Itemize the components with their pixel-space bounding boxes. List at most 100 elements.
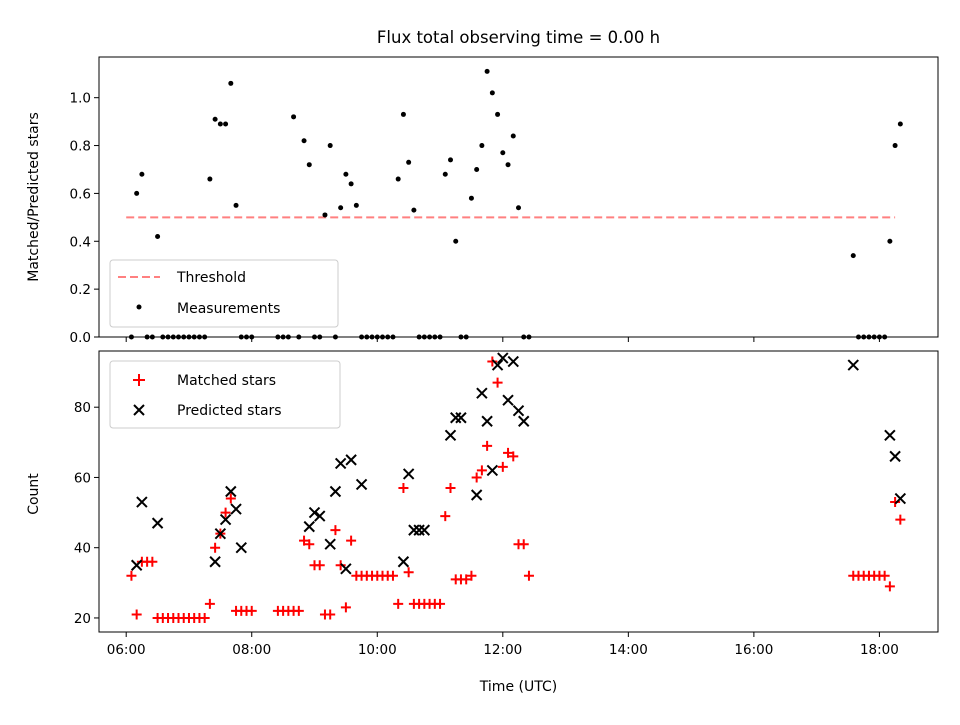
predicted-star-point [497,352,509,364]
legend-matched-swatch [133,374,145,386]
predicted-star-point [334,457,347,470]
matched-star-point [884,581,895,592]
measurement-point [233,202,239,208]
matched-star-point [210,542,221,553]
bottom-plot-area: 20 40 60 80 06:00 08:00 10:00 12:00 14:00 16:00 18… [74,350,939,658]
measurement-point [217,121,223,127]
measurement-point [887,238,893,244]
predicted-star-point [214,527,227,540]
bottom-legend-frame [109,360,341,429]
measurement-point [479,143,485,149]
top-plot-frame [98,56,939,338]
top-y-tick-label: 0.0 [70,330,91,346]
matched-star-point [523,570,534,581]
measurement-point [223,121,229,127]
legend-predicted-swatch [133,404,145,416]
measurement-point [322,212,328,218]
matched-star-point [403,567,414,578]
matched-star-point [398,482,409,493]
top-legend-frame [109,259,339,328]
legend-threshold-label: Threshold [176,270,246,286]
predicted-star-point [130,559,143,571]
x-tick-label: 06:00 [107,642,146,658]
measurement-point [505,162,511,168]
matched-star-point [466,570,477,581]
top-y-tick-label: 0.2 [70,282,91,298]
measurement-point [348,181,354,187]
top-plot-area: 0.0 0.2 0.4 0.6 0.8 1.0 [70,56,939,346]
predicted-star-point [476,387,488,399]
predicted-star-point [444,429,457,442]
measurement-point [850,253,856,259]
matched-star-point [346,535,357,546]
matched-star-point [518,539,529,550]
top-y-tick-label: 1.0 [70,91,91,107]
predicted-star-point [402,468,415,480]
matched-star-point [304,539,315,550]
matched-star-point [508,451,519,462]
predicted-star-point [345,454,357,466]
predicted-star-point [314,510,326,522]
measurement-point [474,166,480,172]
measurement-point [301,138,307,144]
matched-star-point [440,511,451,522]
matched-star-point [487,356,498,367]
measurement-point [343,171,349,177]
matched-star-point [246,605,257,616]
matched-star-point [461,574,472,585]
top-legend: Threshold Measurements [109,259,339,328]
matched-star-point [387,570,398,581]
measurement-point [353,202,359,208]
bottom-legend: Matched stars Predicted stars [109,360,341,429]
legend-measurements-swatch [136,304,142,310]
measurement-point [484,68,490,74]
measurement-point [228,80,234,86]
top-y-tick-label: 0.6 [70,186,91,202]
measurement-point [400,111,406,117]
measurement-point [442,171,448,177]
predicted-star-point [408,524,420,536]
matched-star-point [393,598,404,609]
matched-star-point [147,556,158,567]
predicted-star-point [397,556,410,568]
predicted-star-point [340,563,352,575]
matched-star-point [492,377,503,388]
predicted-star-point [303,520,315,533]
bottom-y-tick-label: 40 [74,541,91,557]
matched-star-point [225,493,236,504]
predicted-star-point [235,541,247,554]
matched-star-point [199,612,210,623]
matched-star-point [293,605,304,616]
measurement-point [306,162,312,168]
x-tick-label: 18:00 [860,642,899,658]
top-y-axis-label: Matched/Predicted stars [26,112,42,282]
measurement-point [448,157,454,163]
legend-predicted-label: Predicted stars [177,403,282,419]
predicted-star-point [413,524,425,536]
predicted-star-point [481,415,493,427]
predicted-star-point [219,513,232,526]
predicted-star-point [136,496,148,508]
x-tick-label: 12:00 [483,642,522,658]
predicted-star-point [518,415,530,427]
matched-star-point [497,461,508,472]
matched-star-point [204,598,215,609]
matched-star-point [335,560,346,571]
predicted-star-point [230,503,242,515]
measurement-point [411,207,417,213]
measurement-point [406,159,412,165]
measurement-point [500,150,506,156]
measurement-point [327,143,333,149]
matched-star-point [435,598,446,609]
measurement-point [395,176,401,182]
predicted-star-point [889,450,901,463]
measurement-point [155,233,161,239]
bottom-y-tick-label: 80 [74,400,91,416]
matched-star-point [126,570,137,581]
predicted-star-point [308,506,321,519]
predicted-star-point [151,517,164,529]
legend-matched-label: Matched stars [177,373,276,389]
bottom-y-tick-label: 20 [74,611,91,627]
predicted-star-point [418,524,431,536]
